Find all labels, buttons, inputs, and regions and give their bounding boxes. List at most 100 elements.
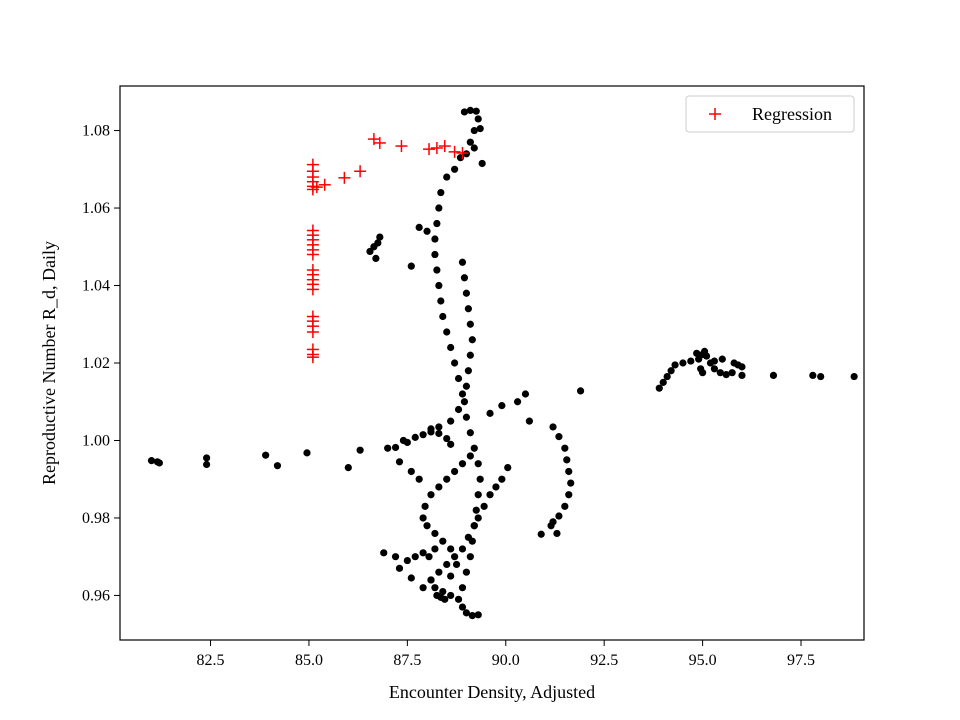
data-point <box>376 233 384 241</box>
data-point <box>728 369 736 377</box>
y-axis-label: Reproductive Number R_d, Daily <box>39 241 59 485</box>
data-point <box>466 351 474 359</box>
regression-point <box>456 147 469 160</box>
regression-point <box>306 283 319 296</box>
data-point <box>447 417 455 425</box>
data-point <box>458 603 467 611</box>
data-point <box>419 549 427 557</box>
data-point <box>498 475 506 483</box>
data-point <box>458 258 467 266</box>
data-point <box>555 512 563 520</box>
data-point <box>549 423 557 431</box>
data-point <box>738 363 746 371</box>
data-point <box>472 107 480 115</box>
data-point <box>464 367 472 375</box>
data-point <box>567 479 575 487</box>
data-point <box>435 568 443 576</box>
data-point <box>460 274 469 282</box>
data-point <box>474 491 482 499</box>
data-point <box>478 159 486 168</box>
legend-box <box>685 95 855 133</box>
data-point <box>439 312 447 321</box>
regression-point <box>318 178 331 191</box>
data-point <box>555 433 563 441</box>
data-point <box>433 219 441 228</box>
data-point <box>462 609 471 617</box>
legend: Regression <box>685 95 855 133</box>
data-point <box>423 522 431 530</box>
data-point <box>466 452 474 460</box>
data-point <box>273 462 282 470</box>
data-point <box>462 413 471 421</box>
data-point <box>356 446 364 454</box>
data-point <box>470 144 478 152</box>
data-point <box>466 553 474 561</box>
data-point <box>850 372 858 381</box>
data-point <box>699 369 707 377</box>
data-point <box>671 361 679 369</box>
y-tick-label: 1.08 <box>82 123 110 140</box>
data-point <box>462 382 471 390</box>
x-axis: 82.5 85.0 87.5 90.0 92.5 95.0 97.5 <box>197 640 815 669</box>
data-point <box>447 591 455 600</box>
data-point <box>431 235 439 243</box>
data-point <box>476 125 484 133</box>
data-point <box>537 530 545 538</box>
data-point <box>374 239 382 247</box>
data-point <box>403 556 411 565</box>
data-point <box>738 371 746 379</box>
data-point <box>458 584 467 592</box>
data-point <box>718 355 726 363</box>
data-point <box>486 491 494 499</box>
data-point <box>722 371 730 379</box>
y-tick-label: 1.02 <box>82 355 110 372</box>
data-point <box>435 281 443 290</box>
data-point <box>303 449 311 457</box>
data-point <box>667 367 675 375</box>
regression-point <box>448 145 461 158</box>
data-point <box>421 502 429 510</box>
data-point <box>458 545 467 553</box>
data-point <box>565 467 573 476</box>
regression-point <box>306 248 319 261</box>
data-point <box>492 483 500 491</box>
data-point <box>561 502 569 510</box>
data-point <box>470 444 478 452</box>
x-tick-label: 97.5 <box>787 652 815 669</box>
data-point <box>435 204 443 212</box>
data-point <box>451 359 459 367</box>
data-point <box>439 537 447 545</box>
data-point <box>262 451 270 459</box>
data-point <box>443 475 451 483</box>
data-point <box>419 514 427 522</box>
data-point <box>468 611 476 620</box>
data-point <box>458 390 467 398</box>
regression-point <box>373 136 386 149</box>
data-point <box>425 553 433 561</box>
data-point <box>451 165 459 173</box>
data-point <box>447 545 455 553</box>
data-point <box>395 564 404 572</box>
data-point <box>460 398 469 406</box>
data-point <box>407 467 415 476</box>
data-point <box>433 266 441 274</box>
data-point <box>480 502 488 510</box>
data-point <box>576 387 585 395</box>
data-point <box>203 454 211 462</box>
data-point <box>344 464 352 472</box>
data-point <box>547 522 555 530</box>
data-point <box>447 343 455 352</box>
data-point <box>472 506 480 514</box>
data-point <box>435 483 443 491</box>
data-point <box>460 108 469 116</box>
data-point <box>431 584 439 592</box>
regression-point <box>423 143 436 156</box>
legend-label-regression: Regression <box>752 104 832 124</box>
data-point <box>470 522 478 530</box>
data-point <box>419 431 427 439</box>
data-point <box>395 458 404 466</box>
x-tick-label: 95.0 <box>689 652 717 669</box>
x-tick-label: 82.5 <box>197 652 225 669</box>
regression-point <box>438 140 451 153</box>
data-point <box>466 320 474 328</box>
